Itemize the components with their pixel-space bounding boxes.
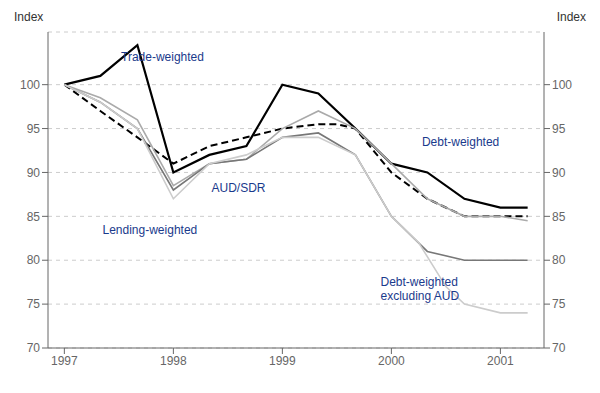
svg-text:AUD/SDR: AUD/SDR [212, 181, 266, 195]
html-text:Index: Index [556, 10, 586, 24]
svg-text:2001: 2001 [487, 354, 514, 368]
svg-text:1998: 1998 [160, 354, 187, 368]
svg-text:1999: 1999 [269, 354, 296, 368]
html-text:Index: Index [14, 10, 44, 24]
svg-text:70: 70 [27, 341, 41, 355]
svg-text:75: 75 [27, 297, 41, 311]
svg-text:2000: 2000 [378, 354, 405, 368]
svg-text:95: 95 [552, 122, 566, 136]
svg-text:85: 85 [552, 210, 566, 224]
svg-text:Debt-weightedexcluding AUD: Debt-weightedexcluding AUD [380, 275, 459, 303]
svg-text:90: 90 [27, 166, 41, 180]
svg-text:Trade-weighted: Trade-weighted [121, 50, 204, 64]
svg-text:75: 75 [552, 297, 566, 311]
svg-text:1997: 1997 [51, 354, 78, 368]
svg-text:Lending-weighted: Lending-weighted [103, 223, 198, 237]
svg-text:80: 80 [552, 253, 566, 267]
svg-text:80: 80 [27, 253, 41, 267]
svg-text:95: 95 [27, 122, 41, 136]
svg-text:90: 90 [552, 166, 566, 180]
svg-text:100: 100 [20, 78, 40, 92]
svg-text:100: 100 [552, 78, 572, 92]
svg-text:70: 70 [552, 341, 566, 355]
svg-text:85: 85 [27, 210, 41, 224]
svg-text:Debt-weighted: Debt-weighted [422, 135, 499, 149]
